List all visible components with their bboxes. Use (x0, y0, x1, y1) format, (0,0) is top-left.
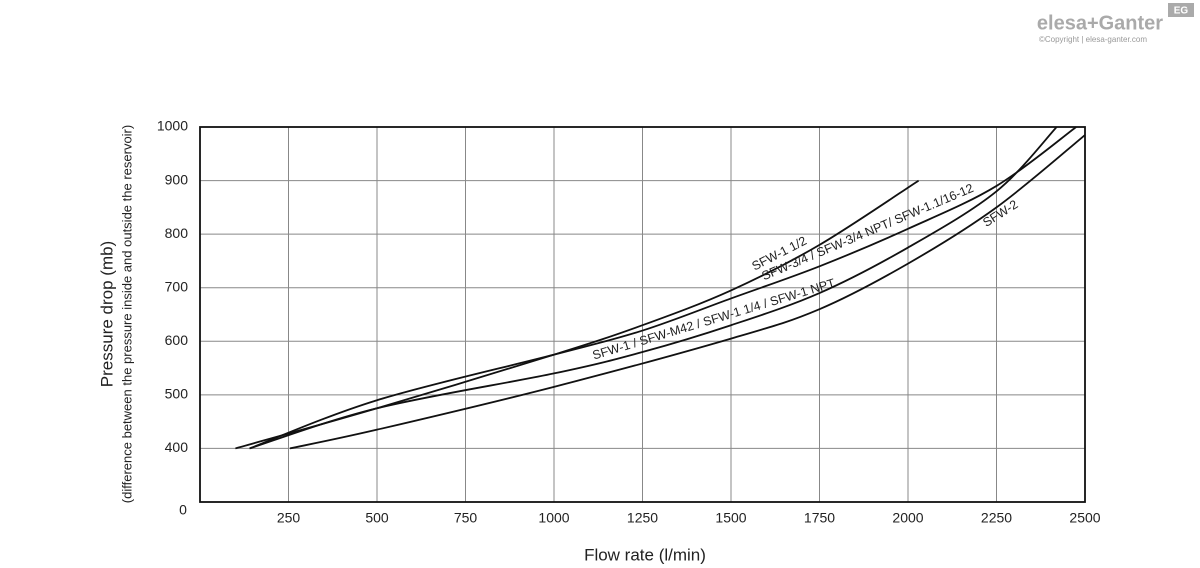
y-axis-note: (difference between the pressure inside … (119, 125, 134, 503)
x-tick-label: 750 (454, 510, 478, 526)
line-series (235, 179, 920, 450)
x-tick-label: 1500 (715, 510, 746, 526)
logo-copyright: ©Copyright | elesa-ganter.com (1039, 35, 1147, 44)
y-tick-label: 800 (165, 225, 189, 241)
y-tick-label: 1000 (157, 118, 188, 134)
logo-badge-bg (1168, 3, 1194, 17)
logo-badge: EG (1174, 6, 1189, 17)
y-tick-label: 400 (165, 439, 189, 455)
y-axis-label: Pressure drop (mb) (97, 241, 116, 387)
series-label: SFW-3/4 / SFW-3/4 NPT/ SFW-1.1/16-12 (760, 181, 976, 283)
origin-label: 0 (179, 502, 187, 518)
y-tick-label: 500 (165, 386, 189, 402)
line-series (249, 126, 1077, 450)
x-tick-label: 500 (365, 510, 389, 526)
logo-brand: elesa+Ganter (1037, 12, 1163, 34)
y-tick-label: 700 (165, 278, 189, 294)
line-series (289, 134, 1086, 450)
x-tick-label: 2000 (892, 510, 923, 526)
x-tick-label: 250 (277, 510, 301, 526)
x-tick-label: 2250 (981, 510, 1012, 526)
series-label: SFW-2 (980, 197, 1020, 230)
x-axis-label: Flow rate (l/min) (584, 545, 706, 564)
y-tick-label: 900 (165, 171, 189, 187)
x-tick-label: 1000 (538, 510, 569, 526)
y-tick-label: 600 (165, 332, 189, 348)
x-tick-label: 2500 (1069, 510, 1100, 526)
plot-frame (199, 126, 1086, 503)
line-series (249, 126, 1058, 450)
x-tick-label: 1750 (804, 510, 835, 526)
series-label: SFW-1 / SFW-M42 / SFW-1 1/4 / SFW-1 NPT (591, 276, 837, 363)
x-tick-label: 1250 (627, 510, 658, 526)
